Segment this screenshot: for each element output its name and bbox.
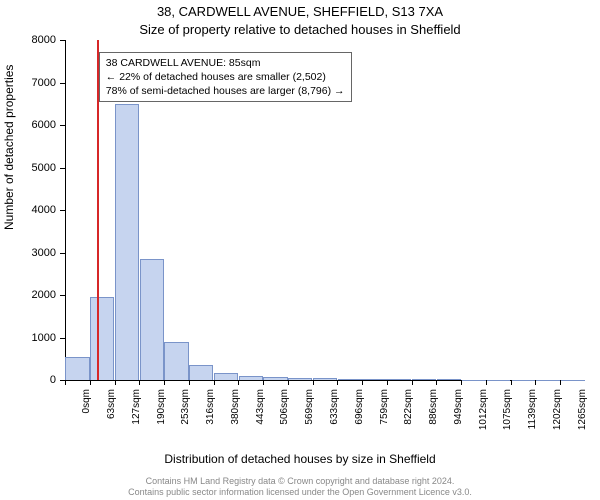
y-tick bbox=[60, 253, 65, 254]
y-axis-line bbox=[65, 40, 66, 380]
x-tick-label: 696sqm bbox=[354, 389, 365, 439]
bar bbox=[362, 379, 386, 380]
x-tick-label: 886sqm bbox=[428, 389, 439, 439]
y-tick-label: 7000 bbox=[20, 77, 56, 89]
y-tick-label: 4000 bbox=[20, 204, 56, 216]
y-tick-label: 1000 bbox=[20, 332, 56, 344]
x-tick-label: 1139sqm bbox=[527, 389, 538, 439]
bar bbox=[140, 259, 164, 380]
y-tick-label: 5000 bbox=[20, 162, 56, 174]
x-tick bbox=[238, 380, 239, 385]
bar bbox=[115, 104, 139, 380]
x-tick bbox=[560, 380, 561, 385]
footer-line2: Contains public sector information licen… bbox=[128, 487, 472, 497]
bar bbox=[164, 342, 188, 380]
x-tick-label: 253sqm bbox=[180, 389, 191, 439]
bar bbox=[536, 380, 560, 381]
x-tick-label: 316sqm bbox=[205, 389, 216, 439]
x-tick-label: 0sqm bbox=[81, 389, 92, 439]
x-axis-label: Distribution of detached houses by size … bbox=[0, 452, 600, 466]
x-tick-label: 569sqm bbox=[304, 389, 315, 439]
x-tick-label: 759sqm bbox=[379, 389, 390, 439]
chart-subtitle: Size of property relative to detached ho… bbox=[0, 22, 600, 37]
bar bbox=[511, 380, 535, 381]
y-tick bbox=[60, 338, 65, 339]
x-tick-label: 63sqm bbox=[106, 389, 117, 439]
bar bbox=[461, 380, 485, 381]
x-tick bbox=[313, 380, 314, 385]
x-tick bbox=[189, 380, 190, 385]
y-tick-label: 6000 bbox=[20, 119, 56, 131]
x-tick-label: 506sqm bbox=[279, 389, 290, 439]
y-axis-label: Number of detached properties bbox=[2, 65, 16, 230]
y-tick-label: 3000 bbox=[20, 247, 56, 259]
x-tick bbox=[511, 380, 512, 385]
bar bbox=[189, 365, 213, 380]
bar bbox=[90, 297, 114, 380]
y-tick bbox=[60, 210, 65, 211]
info-box-line-3: 78% of semi-detached houses are larger (… bbox=[106, 84, 345, 98]
bar bbox=[412, 379, 436, 380]
x-tick-label: 190sqm bbox=[156, 389, 167, 439]
x-tick bbox=[214, 380, 215, 385]
x-tick bbox=[337, 380, 338, 385]
info-box-line-1: 38 CARDWELL AVENUE: 85sqm bbox=[106, 56, 345, 70]
y-tick-label: 2000 bbox=[20, 289, 56, 301]
y-tick-label: 0 bbox=[20, 374, 56, 386]
x-tick bbox=[535, 380, 536, 385]
x-tick bbox=[486, 380, 487, 385]
y-tick bbox=[60, 125, 65, 126]
x-tick-label: 822sqm bbox=[403, 389, 414, 439]
x-tick-label: 380sqm bbox=[230, 389, 241, 439]
bar bbox=[65, 357, 89, 380]
bar bbox=[437, 379, 461, 380]
y-tick bbox=[60, 83, 65, 84]
x-tick bbox=[436, 380, 437, 385]
x-tick bbox=[164, 380, 165, 385]
bar bbox=[313, 378, 337, 380]
x-tick bbox=[115, 380, 116, 385]
footer-attribution: Contains HM Land Registry data © Crown c… bbox=[0, 476, 600, 499]
y-tick bbox=[60, 40, 65, 41]
x-tick-label: 949sqm bbox=[453, 389, 464, 439]
x-tick-label: 633sqm bbox=[329, 389, 340, 439]
property-info-box: 38 CARDWELL AVENUE: 85sqm← 22% of detach… bbox=[99, 52, 352, 103]
x-tick bbox=[387, 380, 388, 385]
x-tick bbox=[139, 380, 140, 385]
x-tick-label: 1075sqm bbox=[502, 389, 513, 439]
y-tick bbox=[60, 295, 65, 296]
info-box-line-2: ← 22% of detached houses are smaller (2,… bbox=[106, 70, 345, 84]
x-tick-label: 1012sqm bbox=[478, 389, 489, 439]
x-tick bbox=[90, 380, 91, 385]
chart-root: { "titles": { "line1": "38, CARDWELL AVE… bbox=[0, 0, 600, 500]
x-tick-label: 1202sqm bbox=[552, 389, 563, 439]
y-tick-label: 8000 bbox=[20, 34, 56, 46]
x-tick bbox=[362, 380, 363, 385]
x-tick-label: 127sqm bbox=[131, 389, 142, 439]
bar bbox=[560, 380, 584, 381]
bar bbox=[239, 376, 263, 380]
bar bbox=[387, 379, 411, 380]
x-tick bbox=[461, 380, 462, 385]
footer-line1: Contains HM Land Registry data © Crown c… bbox=[146, 476, 455, 486]
bar bbox=[214, 373, 238, 380]
x-tick bbox=[288, 380, 289, 385]
bar bbox=[263, 377, 287, 380]
y-tick bbox=[60, 168, 65, 169]
plot-area: 0100020003000400050006000700080000sqm63s… bbox=[65, 40, 585, 380]
bar bbox=[338, 379, 362, 380]
x-tick bbox=[412, 380, 413, 385]
x-tick-label: 1265sqm bbox=[577, 389, 588, 439]
bar bbox=[486, 380, 510, 381]
x-tick-label: 443sqm bbox=[255, 389, 266, 439]
chart-title-line1: 38, CARDWELL AVENUE, SHEFFIELD, S13 7XA bbox=[0, 4, 600, 19]
x-tick bbox=[65, 380, 66, 385]
bar bbox=[288, 378, 312, 380]
x-tick bbox=[263, 380, 264, 385]
